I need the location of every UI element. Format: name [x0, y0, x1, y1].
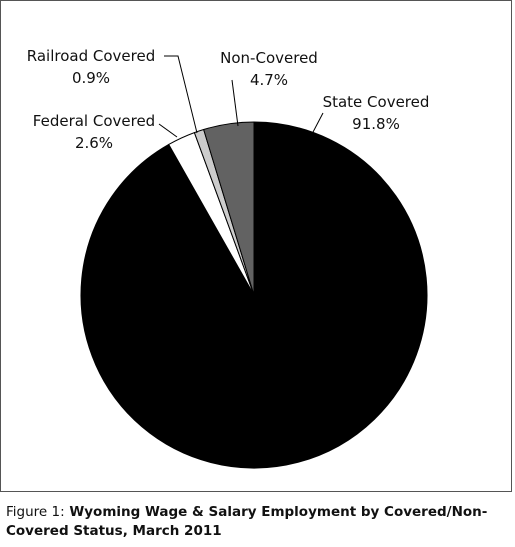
slice-label-federal: Federal Covered: [33, 112, 155, 130]
figure-caption-text: Wyoming Wage & Salary Employment by Cove…: [6, 504, 488, 539]
chart-frame: State Covered 91.8% Federal Covered 2.6% Rai…: [0, 0, 512, 492]
slice-value-noncovered: 4.7%: [250, 71, 288, 89]
figure-caption: Figure 1: Wyoming Wage & Salary Employme…: [6, 503, 506, 541]
slice-label-railroad: Railroad Covered: [27, 47, 155, 65]
leader-line-railroad: [164, 55, 198, 134]
leader-line-federal: [158, 123, 178, 138]
leader-line-noncovered: [231, 79, 239, 127]
slice-value-state: 91.8%: [352, 115, 400, 133]
leader-line-state: [311, 112, 324, 135]
slice-value-federal: 2.6%: [75, 134, 113, 152]
figure-caption-prefix: Figure 1:: [6, 504, 65, 520]
pie-chart: State Covered 91.8% Federal Covered 2.6% Rai…: [27, 47, 430, 469]
slice-label-state: State Covered: [323, 93, 430, 111]
slice-value-railroad: 0.9%: [72, 69, 110, 87]
pie-slice-noncovered: [203, 121, 255, 296]
slice-label-noncovered: Non-Covered: [220, 49, 318, 67]
